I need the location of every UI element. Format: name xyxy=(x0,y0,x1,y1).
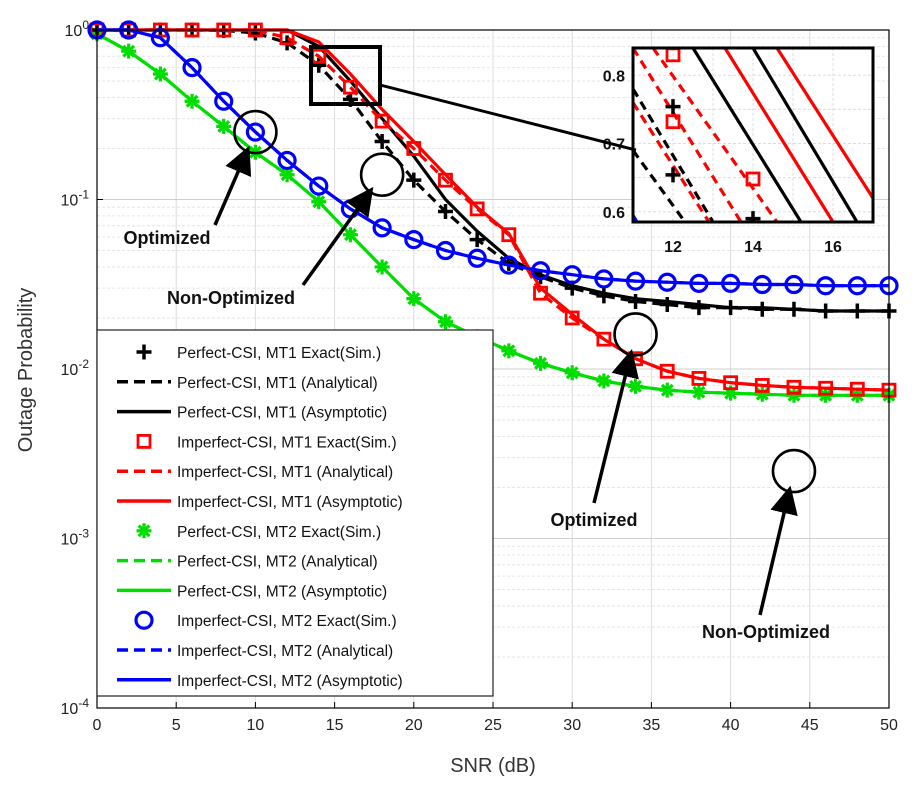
annotation-label: Non-Optimized xyxy=(702,622,830,642)
annotation-circle xyxy=(359,152,405,198)
x-tick-label: 50 xyxy=(880,717,898,734)
x-tick-label: 25 xyxy=(484,717,502,734)
legend-box xyxy=(96,329,494,697)
legend: Perfect-CSI, MT1 Exact(Sim.) Perfect-CSI,… xyxy=(96,329,494,697)
data-point xyxy=(596,331,612,347)
data-point xyxy=(343,79,358,95)
data-point xyxy=(501,227,517,243)
legend-label: Perfect-CSI, MT2 (Analytical) xyxy=(177,554,378,571)
data-point xyxy=(435,240,456,261)
annotation-label: Optimized xyxy=(550,510,637,530)
annotation-arrow xyxy=(213,145,252,226)
series-11 xyxy=(97,28,889,288)
legend-marker xyxy=(136,344,152,360)
annotation-circle xyxy=(233,109,278,155)
legend-label: Perfect-CSI, MT2 (Asymptotic) xyxy=(177,583,387,600)
legend-label: Imperfect-CSI, MT1 Exact(Sim.) xyxy=(177,434,397,451)
inset-line xyxy=(633,48,743,222)
legend-label: Perfect-CSI, MT1 Exact(Sim.) xyxy=(177,345,381,362)
inset-marker xyxy=(665,167,681,183)
inset-frame xyxy=(631,46,875,224)
legend-entry: Perfect-CSI, MT1 Exact(Sim.) xyxy=(136,344,381,362)
legend-entry: Perfect-CSI, MT2 (Asymptotic) xyxy=(117,583,387,600)
inset-marker xyxy=(665,99,681,115)
legend-label: Perfect-CSI, MT2 Exact(Sim.) xyxy=(177,524,381,541)
data-point xyxy=(406,172,422,188)
legend-entry: Imperfect-CSI, MT2 (Asymptotic) xyxy=(117,673,403,690)
legend-marker xyxy=(136,523,152,539)
data-point xyxy=(277,150,297,171)
y-tick-label: 10-3 xyxy=(61,527,90,549)
legend-label: Imperfect-CSI, MT1 (Analytical) xyxy=(177,464,393,481)
legend-entry: Perfect-CSI, MT2 Exact(Sim.) xyxy=(136,523,381,541)
y-tick-label: 10-2 xyxy=(61,357,90,379)
x-tick-label: 10 xyxy=(247,717,265,734)
series-line xyxy=(97,28,889,288)
data-point xyxy=(374,113,390,129)
inset-line xyxy=(651,48,779,222)
x-tick-label: 40 xyxy=(722,717,740,734)
legend-label: Perfect-CSI, MT1 (Asymptotic) xyxy=(177,405,387,422)
legend-entry: Imperfect-CSI, MT2 (Analytical) xyxy=(117,643,393,660)
legend-marker xyxy=(134,610,154,630)
x-axis-label: SNR (dB) xyxy=(450,755,536,777)
y-tick-label: 10-1 xyxy=(61,188,90,210)
legend-marker xyxy=(136,433,152,449)
annotation-label: Non-Optimized xyxy=(167,288,295,308)
annotation-arrow xyxy=(758,485,798,616)
inset-marker xyxy=(745,211,761,222)
y-tick-label: 100 xyxy=(65,18,90,40)
x-tick-label: 5 xyxy=(172,717,181,734)
inset-line xyxy=(751,48,859,222)
x-tick-label: 30 xyxy=(563,717,581,734)
inset-x-tick: 14 xyxy=(744,239,762,256)
y-tick-label: 10-4 xyxy=(61,696,90,718)
x-tick-label: 35 xyxy=(643,717,661,734)
inset-line xyxy=(775,48,873,199)
data-point xyxy=(404,229,424,250)
inset-y-tick: 0.6 xyxy=(603,205,625,222)
data-point xyxy=(309,176,329,196)
inset-line xyxy=(723,48,835,222)
legend-entry: Imperfect-CSI, MT1 (Asymptotic) xyxy=(117,494,403,511)
annotation-layer: Optimized Non-Optimized Optimized Non-Optim… xyxy=(123,109,830,642)
inset-line xyxy=(691,48,803,222)
data-point xyxy=(182,58,202,78)
inset-y-tick: 0.8 xyxy=(603,68,625,85)
inset-line xyxy=(633,88,715,222)
x-tick-label: 20 xyxy=(405,717,423,734)
annotation-label: Optimized xyxy=(123,228,210,248)
x-tick-label: 45 xyxy=(801,717,819,734)
legend-label: Imperfect-CSI, MT2 (Analytical) xyxy=(177,643,393,660)
annotation-arrow xyxy=(301,186,374,287)
inset-marker xyxy=(665,114,681,130)
legend-label: Imperfect-CSI, MT1 (Asymptotic) xyxy=(177,494,403,511)
annotation-arrow xyxy=(592,348,639,504)
data-point xyxy=(469,201,485,217)
inset-x-tick: 16 xyxy=(824,239,842,256)
data-point xyxy=(372,218,392,238)
inset-marker xyxy=(745,171,761,187)
legend-entry: Perfect-CSI, MT1 (Analytical) xyxy=(117,375,378,392)
legend-entry: Imperfect-CSI, MT2 Exact(Sim.) xyxy=(134,610,397,630)
legend-label: Perfect-CSI, MT1 (Analytical) xyxy=(177,375,378,392)
legend-label: Imperfect-CSI, MT2 Exact(Sim.) xyxy=(177,613,397,630)
data-point xyxy=(467,248,487,268)
x-tick-label: 0 xyxy=(93,717,102,734)
legend-label: Imperfect-CSI, MT2 (Asymptotic) xyxy=(177,673,403,690)
zoom-box xyxy=(309,45,382,106)
x-tick-label: 15 xyxy=(326,717,344,734)
legend-entry: Perfect-CSI, MT1 (Asymptotic) xyxy=(117,405,387,422)
legend-entry: Imperfect-CSI, MT1 (Analytical) xyxy=(117,464,393,481)
data-point xyxy=(214,91,234,111)
y-axis-label: Outage Probability xyxy=(15,288,37,453)
zoom-connector xyxy=(379,83,637,152)
inset-line xyxy=(633,101,711,222)
legend-entry: Perfect-CSI, MT2 (Analytical) xyxy=(117,554,378,571)
legend-entry: Imperfect-CSI, MT1 Exact(Sim.) xyxy=(136,433,397,451)
inset-x-tick: 12 xyxy=(664,239,682,256)
data-point xyxy=(245,122,265,142)
